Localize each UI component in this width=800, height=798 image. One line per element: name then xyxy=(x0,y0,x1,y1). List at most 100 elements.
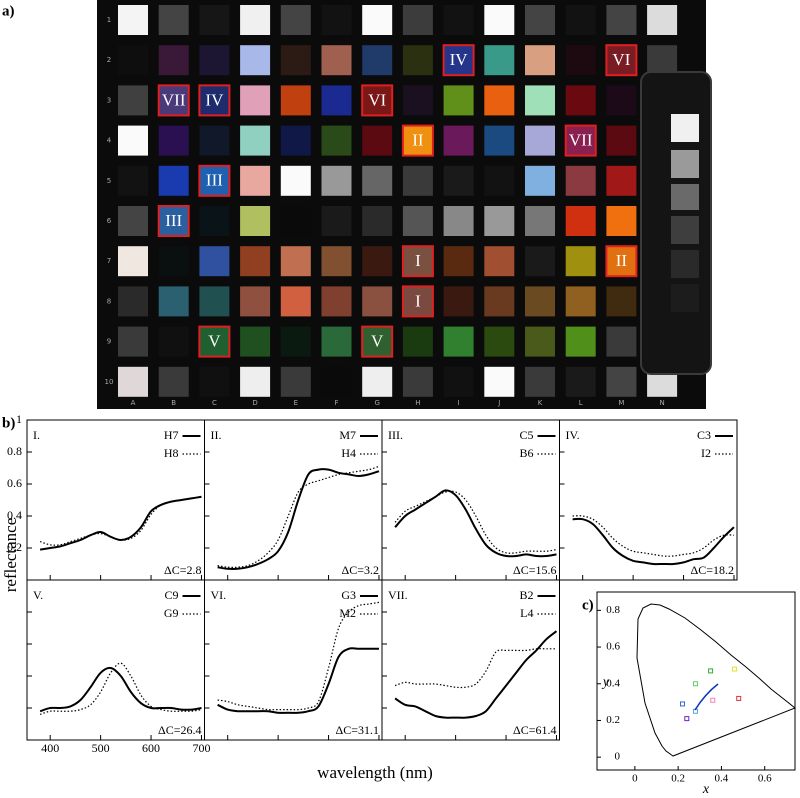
y-tick-label: 0.2 xyxy=(606,714,620,726)
x-tick-label: 0.4 xyxy=(715,773,729,785)
patch-label: IV xyxy=(205,90,224,109)
patch xyxy=(403,166,433,196)
patch xyxy=(322,206,352,236)
legend-label: G3 xyxy=(341,588,356,602)
patch xyxy=(525,286,555,316)
spectrum-line xyxy=(395,491,556,553)
patch xyxy=(525,126,555,156)
patch xyxy=(403,206,433,236)
column-label: B xyxy=(171,399,176,407)
plots: 0.20.40.60.81reflectanceI.ΔC=2.8H7H8II.Δ… xyxy=(1,412,795,797)
column-label: F xyxy=(334,399,338,407)
patch xyxy=(484,166,514,196)
patch xyxy=(484,206,514,236)
patch xyxy=(322,85,352,115)
x-axis-label: wavelength (nm) xyxy=(317,763,433,782)
patch xyxy=(525,327,555,357)
patch xyxy=(566,286,596,316)
y-tick-label: 0.6 xyxy=(606,641,620,653)
x-tick-label: 700 xyxy=(192,741,210,755)
panel-title: V. xyxy=(33,588,43,602)
patch xyxy=(606,5,636,35)
patch xyxy=(362,367,392,397)
plot-frame xyxy=(382,580,560,740)
patch xyxy=(199,126,229,156)
column-label: H xyxy=(415,399,420,407)
patch xyxy=(281,286,311,316)
panel-title: VI. xyxy=(211,588,227,602)
row-label: 6 xyxy=(107,217,112,225)
patch xyxy=(118,246,148,276)
legend-label: H8 xyxy=(164,446,179,460)
patch xyxy=(647,45,677,75)
y-tick-label: 0.6 xyxy=(7,476,22,490)
x-tick-label: 600 xyxy=(142,741,160,755)
patch-label: IV xyxy=(450,50,469,69)
patch xyxy=(566,246,596,276)
patch xyxy=(444,246,474,276)
y-axis-label: y xyxy=(601,675,610,690)
patch xyxy=(118,286,148,316)
legend-label: M2 xyxy=(339,606,356,620)
patch xyxy=(240,45,270,75)
chromaticity-diagram xyxy=(637,604,795,756)
row-label: 5 xyxy=(107,177,111,185)
patch xyxy=(566,327,596,357)
annotation: ΔC=26.4 xyxy=(158,723,202,737)
column-label: N xyxy=(659,399,664,407)
patch xyxy=(281,5,311,35)
legend-label: H4 xyxy=(341,446,356,460)
legend-label: C9 xyxy=(164,588,178,602)
patch xyxy=(484,367,514,397)
patch xyxy=(484,45,514,75)
patch-label: III xyxy=(206,171,223,190)
chromaticity-point xyxy=(737,696,741,700)
patch xyxy=(199,367,229,397)
patch xyxy=(240,367,270,397)
patch xyxy=(118,367,148,397)
row-label: 9 xyxy=(107,338,111,346)
patch xyxy=(281,367,311,397)
patch xyxy=(484,85,514,115)
patch xyxy=(444,126,474,156)
x-tick-label: 0.6 xyxy=(758,773,772,785)
patch xyxy=(403,327,433,357)
annotation: ΔC=61.4 xyxy=(513,723,557,737)
chromaticity-point xyxy=(709,669,713,673)
patch-label: III xyxy=(165,211,182,230)
patch xyxy=(322,5,352,35)
chromaticity-point xyxy=(711,698,715,702)
patch xyxy=(566,206,596,236)
spectrum-line xyxy=(573,519,734,564)
y-axis-label: reflectance xyxy=(1,518,20,593)
patch xyxy=(606,286,636,316)
patch xyxy=(444,206,474,236)
plot-frame xyxy=(560,420,738,580)
plot-frame xyxy=(205,420,383,580)
patch xyxy=(362,126,392,156)
patch xyxy=(525,5,555,35)
patch xyxy=(322,246,352,276)
patch xyxy=(322,286,352,316)
row-label: 3 xyxy=(107,96,111,104)
x-tick-label: 500 xyxy=(92,741,110,755)
patch xyxy=(403,367,433,397)
patch xyxy=(444,327,474,357)
patch xyxy=(199,246,229,276)
x-tick-label: 0.2 xyxy=(671,773,685,785)
row-label: 4 xyxy=(107,137,112,145)
patch-label: VI xyxy=(612,50,630,69)
patch xyxy=(159,126,189,156)
spectrum-line xyxy=(218,466,379,567)
patch xyxy=(566,166,596,196)
patch xyxy=(281,166,311,196)
row-label: 8 xyxy=(107,297,111,305)
patch xyxy=(240,246,270,276)
patch-label: I xyxy=(415,291,421,310)
column-label: L xyxy=(579,399,583,407)
patch xyxy=(566,85,596,115)
row-label: 10 xyxy=(105,378,114,386)
patch xyxy=(444,85,474,115)
patch xyxy=(322,327,352,357)
